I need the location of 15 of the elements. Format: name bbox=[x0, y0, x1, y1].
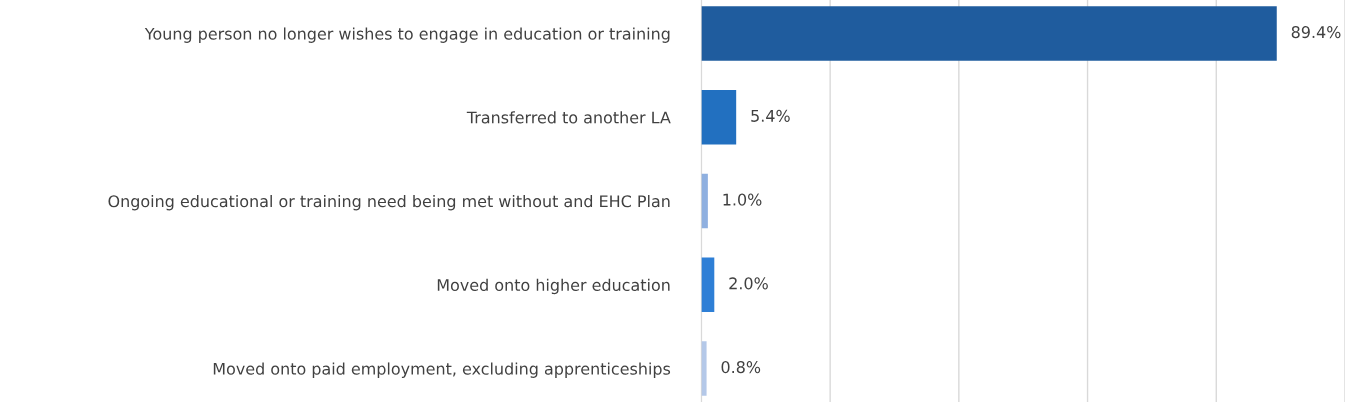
bar bbox=[701, 173, 708, 229]
y-tick-label: Young person no longer wishes to engage in education or training bbox=[144, 27, 670, 43]
data-label: 2.0% bbox=[729, 277, 768, 290]
y-tick-label: Transferred to another LA bbox=[466, 111, 671, 124]
data-label: 0.8% bbox=[721, 361, 761, 374]
y-tick-label: Ongoing educational or training need being met without and EHC Plan bbox=[108, 194, 670, 211]
data-label: 1.0% bbox=[723, 193, 762, 206]
y-tick-label: Moved onto higher education bbox=[437, 278, 670, 295]
data-label: 89.4% bbox=[1291, 26, 1341, 39]
bar bbox=[701, 341, 707, 396]
bar bbox=[701, 90, 737, 145]
data-label: 5.4% bbox=[751, 109, 790, 122]
y-tick-label: Moved onto paid employment, excluding apprenticeships bbox=[213, 362, 671, 378]
bar bbox=[701, 6, 1277, 61]
bar bbox=[701, 257, 715, 312]
